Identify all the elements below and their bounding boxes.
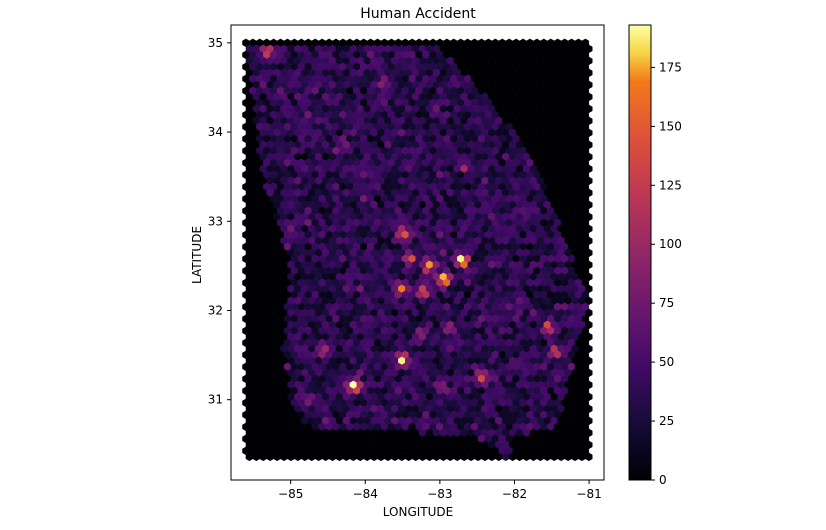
hex-cell <box>425 452 434 462</box>
hex-cell <box>370 452 378 462</box>
hex-cell <box>578 452 586 462</box>
hex-cell <box>502 452 510 462</box>
colorbar-axis: 0 25 50 75 100 125 150 175 <box>651 60 682 487</box>
hex-cell <box>543 452 551 462</box>
x-tick-label: −85 <box>278 487 303 501</box>
hex-cell <box>349 452 357 462</box>
hex-cell <box>536 452 545 462</box>
hex-cell <box>481 452 489 462</box>
hex-cell <box>453 452 461 462</box>
hex-cell <box>301 452 309 462</box>
y-axis: 31 32 33 34 35 <box>208 36 231 407</box>
hex-cell <box>245 452 254 462</box>
hex-cell <box>488 452 496 462</box>
hex-cell <box>294 452 302 462</box>
y-tick-label: 35 <box>208 36 223 50</box>
x-tick-label: −84 <box>353 487 378 501</box>
colorbar-tick-label: 175 <box>659 60 682 74</box>
hex-cell <box>356 452 364 462</box>
x-axis: −85 −84 −83 −82 −81 <box>278 480 602 501</box>
hex-cell <box>515 452 524 462</box>
hex-cell <box>335 452 344 462</box>
y-tick-label: 31 <box>208 393 223 407</box>
hex-cell <box>522 452 531 462</box>
hex-cell <box>571 452 579 462</box>
hex-cell <box>432 452 441 462</box>
hex-cell <box>412 452 420 462</box>
hex-cell <box>439 452 448 462</box>
hex-cell <box>384 452 392 462</box>
colorbar <box>628 24 652 481</box>
hex-cell <box>398 452 406 462</box>
hex-cell <box>287 452 295 462</box>
colorbar-tick-label: 25 <box>659 414 674 428</box>
hex-cell <box>405 452 413 462</box>
x-tick-label: −81 <box>576 487 601 501</box>
hex-cell <box>467 452 475 462</box>
y-tick-label: 33 <box>208 214 223 228</box>
colorbar-tick-label: 0 <box>659 473 667 487</box>
hex-cell <box>321 452 330 462</box>
hex-cell <box>315 452 323 462</box>
hex-cell <box>252 452 260 462</box>
colorbar-tick-label: 75 <box>659 296 674 310</box>
hex-cell <box>446 452 454 462</box>
colorbar-tick-label: 125 <box>659 178 682 192</box>
hex-cell <box>550 452 558 462</box>
hex-cell <box>308 452 316 462</box>
hex-cell <box>328 452 337 462</box>
y-tick-label: 32 <box>208 303 223 317</box>
hex-cell <box>564 452 572 462</box>
hex-cell <box>557 452 565 462</box>
chart-title: Human Accident <box>360 6 476 22</box>
hexbin-cells <box>242 38 593 462</box>
x-tick-label: −83 <box>427 487 452 501</box>
y-tick-label: 34 <box>208 125 223 139</box>
hex-cell <box>391 452 399 462</box>
colorbar-tick-label: 100 <box>659 237 682 251</box>
hex-cell <box>280 452 288 462</box>
hex-cell <box>585 452 593 462</box>
hex-cell <box>259 452 267 462</box>
hex-cell <box>342 452 351 462</box>
hex-cell <box>495 452 503 462</box>
x-axis-label: LONGITUDE <box>383 505 453 519</box>
colorbar-tick-label: 50 <box>659 355 674 369</box>
hex-cell <box>460 452 468 462</box>
hex-cell <box>266 452 274 462</box>
y-axis-label: LATITUDE <box>190 226 204 284</box>
hex-cell <box>273 452 281 462</box>
hex-cell <box>508 452 517 462</box>
colorbar-tick-label: 150 <box>659 119 682 133</box>
hex-cell <box>418 452 427 462</box>
x-tick-label: −82 <box>502 487 527 501</box>
hex-cell <box>474 452 482 462</box>
hex-cell <box>377 452 385 462</box>
hex-cell <box>363 452 371 462</box>
hex-cell <box>529 452 538 462</box>
